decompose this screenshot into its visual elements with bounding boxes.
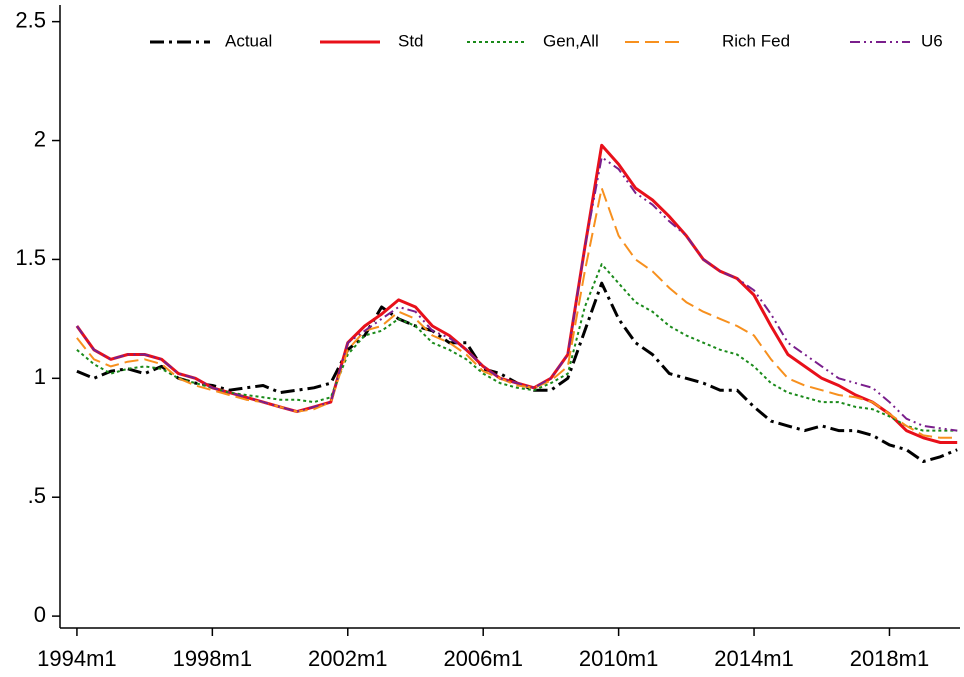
y-tick-label: 2 <box>34 126 46 151</box>
y-tick-label: 1 <box>34 364 46 389</box>
legend-label: Std <box>398 31 424 50</box>
x-tick-label: 2010m1 <box>579 646 659 671</box>
y-tick-label: 2.5 <box>15 7 46 32</box>
legend-label: Gen,All <box>543 31 599 50</box>
series-line <box>76 187 958 439</box>
series-line <box>76 263 958 432</box>
y-tick-label: 0 <box>34 602 46 627</box>
legend-label: U6 <box>921 31 943 50</box>
legend-label: Rich Fed <box>722 31 790 50</box>
series-line <box>76 156 958 432</box>
x-tick-label: 2006m1 <box>443 646 523 671</box>
legend-label: Actual <box>225 31 272 50</box>
y-tick-label: 1.5 <box>15 245 46 270</box>
series-line <box>76 281 958 463</box>
x-tick-label: 2002m1 <box>308 646 388 671</box>
x-tick-label: 2018m1 <box>850 646 930 671</box>
x-tick-label: 1998m1 <box>173 646 253 671</box>
x-tick-label: 2014m1 <box>714 646 794 671</box>
y-tick-label: .5 <box>28 483 46 508</box>
x-tick-label: 1994m1 <box>37 646 117 671</box>
series-line <box>75 143 958 444</box>
